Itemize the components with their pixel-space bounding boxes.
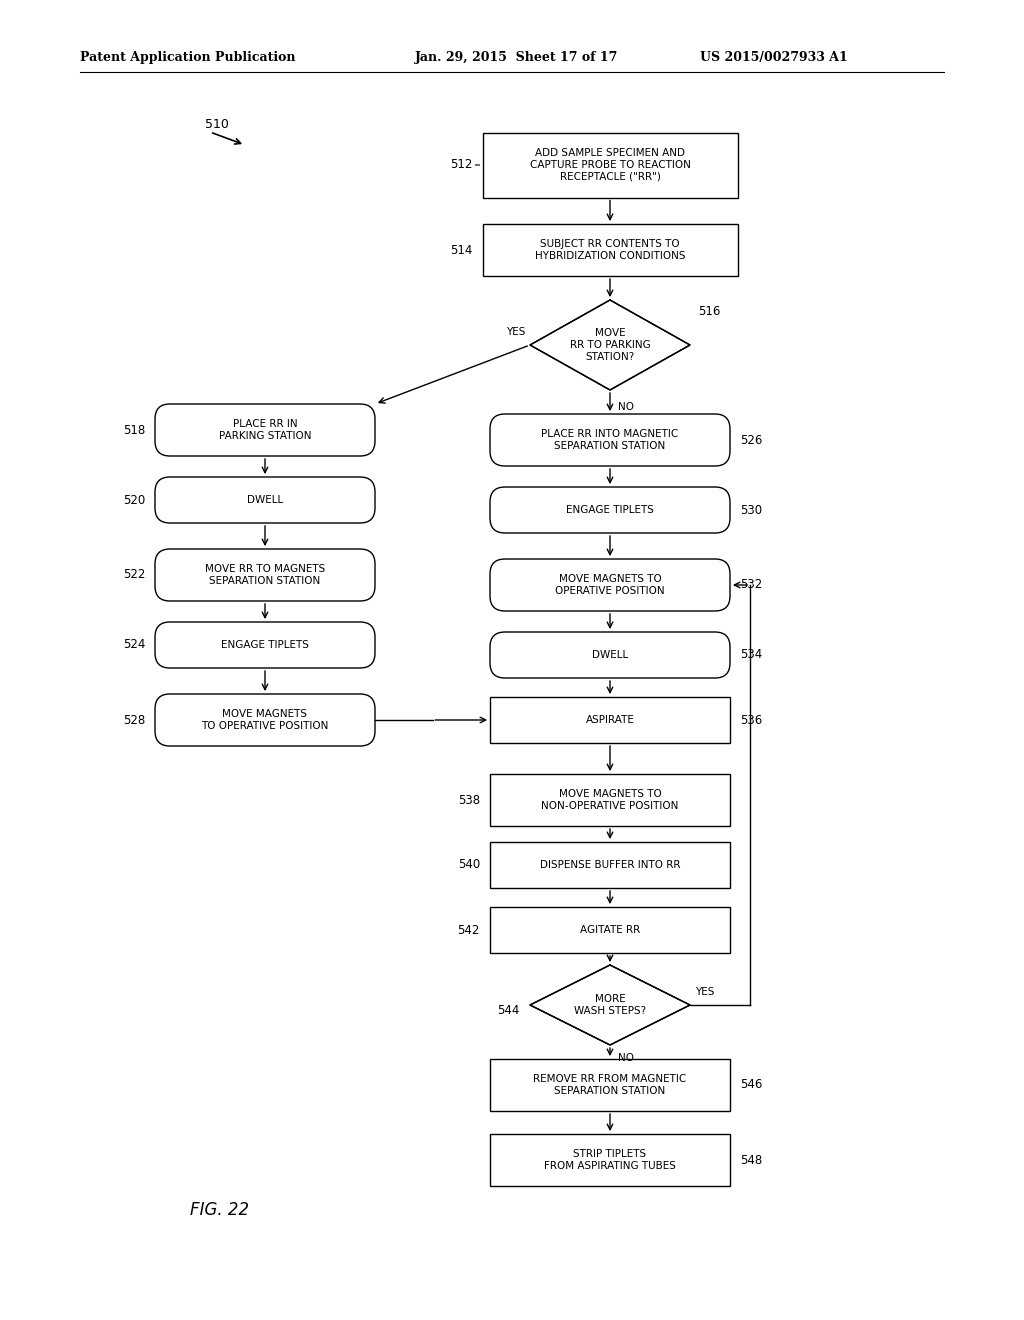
Text: DISPENSE BUFFER INTO RR: DISPENSE BUFFER INTO RR [540,861,680,870]
FancyBboxPatch shape [482,224,737,276]
FancyBboxPatch shape [490,907,730,953]
Text: 530: 530 [740,503,762,516]
Text: MOVE MAGNETS TO
OPERATIVE POSITION: MOVE MAGNETS TO OPERATIVE POSITION [555,574,665,595]
Text: MORE
WASH STEPS?: MORE WASH STEPS? [573,994,646,1016]
Text: ENGAGE TIPLETS: ENGAGE TIPLETS [221,640,309,649]
Text: 518: 518 [123,424,145,437]
Text: YES: YES [695,987,715,997]
FancyBboxPatch shape [490,697,730,743]
Text: STRIP TIPLETS
FROM ASPIRATING TUBES: STRIP TIPLETS FROM ASPIRATING TUBES [544,1150,676,1171]
FancyBboxPatch shape [155,622,375,668]
Text: US 2015/0027933 A1: US 2015/0027933 A1 [700,51,848,65]
Text: Patent Application Publication: Patent Application Publication [80,51,296,65]
FancyBboxPatch shape [490,1059,730,1111]
Text: 542: 542 [458,924,480,936]
Text: FIG. 22: FIG. 22 [190,1201,250,1218]
FancyBboxPatch shape [490,774,730,826]
Text: Jan. 29, 2015  Sheet 17 of 17: Jan. 29, 2015 Sheet 17 of 17 [415,51,618,65]
Text: REMOVE RR FROM MAGNETIC
SEPARATION STATION: REMOVE RR FROM MAGNETIC SEPARATION STATI… [534,1074,687,1096]
FancyBboxPatch shape [155,404,375,455]
Text: 540: 540 [458,858,480,871]
Text: DWELL: DWELL [247,495,283,506]
Text: PLACE RR IN
PARKING STATION: PLACE RR IN PARKING STATION [219,420,311,441]
FancyBboxPatch shape [490,558,730,611]
FancyBboxPatch shape [155,694,375,746]
FancyBboxPatch shape [490,632,730,678]
Text: 534: 534 [740,648,762,661]
Text: 524: 524 [123,639,145,652]
Text: ADD SAMPLE SPECIMEN AND
CAPTURE PROBE TO REACTION
RECEPTACLE ("RR"): ADD SAMPLE SPECIMEN AND CAPTURE PROBE TO… [529,148,690,182]
Text: YES: YES [506,327,525,337]
Text: 510: 510 [205,119,229,132]
FancyBboxPatch shape [490,1134,730,1185]
Text: SUBJECT RR CONTENTS TO
HYBRIDIZATION CONDITIONS: SUBJECT RR CONTENTS TO HYBRIDIZATION CON… [535,239,685,261]
Text: ASPIRATE: ASPIRATE [586,715,635,725]
Text: 520: 520 [123,494,145,507]
Text: 512: 512 [451,158,472,172]
Text: MOVE MAGNETS
TO OPERATIVE POSITION: MOVE MAGNETS TO OPERATIVE POSITION [202,709,329,731]
Text: ENGAGE TIPLETS: ENGAGE TIPLETS [566,506,654,515]
Text: 546: 546 [740,1078,763,1092]
Polygon shape [530,300,690,389]
Text: MOVE MAGNETS TO
NON-OPERATIVE POSITION: MOVE MAGNETS TO NON-OPERATIVE POSITION [542,789,679,810]
Text: DWELL: DWELL [592,649,628,660]
Polygon shape [530,965,690,1045]
Text: 528: 528 [123,714,145,726]
FancyBboxPatch shape [155,477,375,523]
Text: 526: 526 [740,433,763,446]
Text: MOVE RR TO MAGNETS
SEPARATION STATION: MOVE RR TO MAGNETS SEPARATION STATION [205,564,326,586]
Text: AGITATE RR: AGITATE RR [580,925,640,935]
Text: 548: 548 [740,1154,762,1167]
FancyBboxPatch shape [155,549,375,601]
FancyBboxPatch shape [490,414,730,466]
Text: 538: 538 [458,793,480,807]
Text: 522: 522 [123,569,145,582]
Text: 536: 536 [740,714,762,726]
Text: 544: 544 [498,1003,520,1016]
Text: NO: NO [618,1053,634,1063]
FancyBboxPatch shape [490,842,730,888]
FancyBboxPatch shape [482,132,737,198]
Text: 532: 532 [740,578,762,591]
FancyBboxPatch shape [490,487,730,533]
Text: 514: 514 [451,243,472,256]
Text: 516: 516 [698,305,720,318]
Text: MOVE
RR TO PARKING
STATION?: MOVE RR TO PARKING STATION? [569,329,650,362]
Text: NO: NO [618,403,634,412]
Text: PLACE RR INTO MAGNETIC
SEPARATION STATION: PLACE RR INTO MAGNETIC SEPARATION STATIO… [542,429,679,451]
